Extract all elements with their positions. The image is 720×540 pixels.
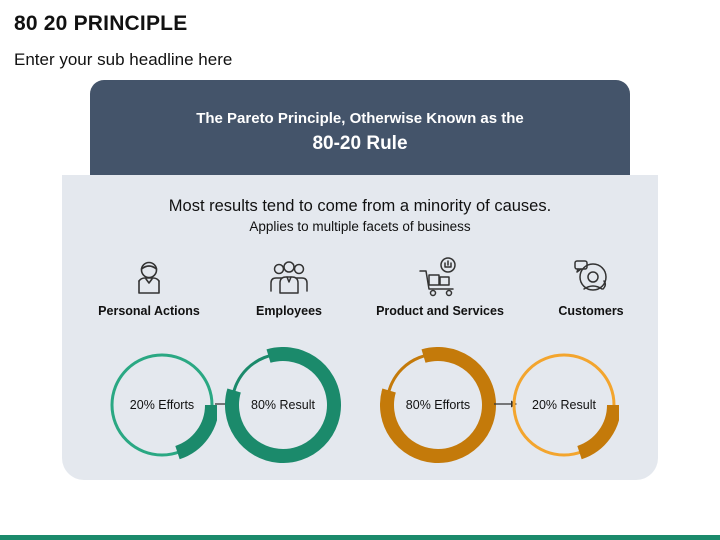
- ring-80-result: 80% Result: [225, 347, 341, 463]
- ring-label: 80% Result: [251, 398, 315, 412]
- ring-label: 20% Result: [532, 398, 596, 412]
- facet-label: Employees: [255, 304, 322, 318]
- ring-graphic: [225, 347, 341, 463]
- slide-title: 80 20 PRINCIPLE: [14, 12, 188, 35]
- team-icon: [270, 261, 308, 294]
- ring-graphic: [512, 353, 622, 460]
- ring-80-efforts: 80% Efforts: [380, 347, 496, 463]
- content-panel: Most results tend to come from a minorit…: [62, 175, 658, 480]
- facet-personal-actions: Personal Actions: [79, 255, 219, 318]
- facet-label: Personal Actions: [98, 304, 200, 318]
- slide-subtitle: Enter your sub headline here: [14, 50, 233, 69]
- rule-header-name: 80-20 Rule: [312, 133, 408, 154]
- facet-label: Customers: [558, 304, 624, 318]
- ring-label: 20% Efforts: [129, 398, 195, 412]
- ring-20-result: 20% Result: [509, 350, 622, 460]
- ring-graphic: [380, 347, 496, 463]
- ring-20-efforts: 20% Efforts: [107, 350, 220, 460]
- panel-subline: Applies to multiple facets of business: [249, 219, 471, 234]
- rule-header-intro: The Pareto Principle, Otherwise Known as…: [196, 110, 524, 127]
- facet-label: Product and Services: [376, 304, 504, 318]
- facet-customers: Customers: [521, 255, 661, 318]
- ring-label: 80% Efforts: [405, 398, 471, 412]
- cart-icon: [419, 257, 456, 297]
- panel-headline: Most results tend to come from a minorit…: [168, 197, 552, 215]
- facet-product-services: Product and Services: [370, 255, 510, 318]
- support-agent-icon: [574, 260, 607, 291]
- footer-accent-bar: [0, 535, 720, 540]
- rule-header: The Pareto Principle, Otherwise Known as…: [90, 80, 630, 175]
- facet-employees: Employees: [219, 255, 359, 318]
- ring-graphic: [110, 353, 220, 460]
- person-icon: [138, 261, 160, 294]
